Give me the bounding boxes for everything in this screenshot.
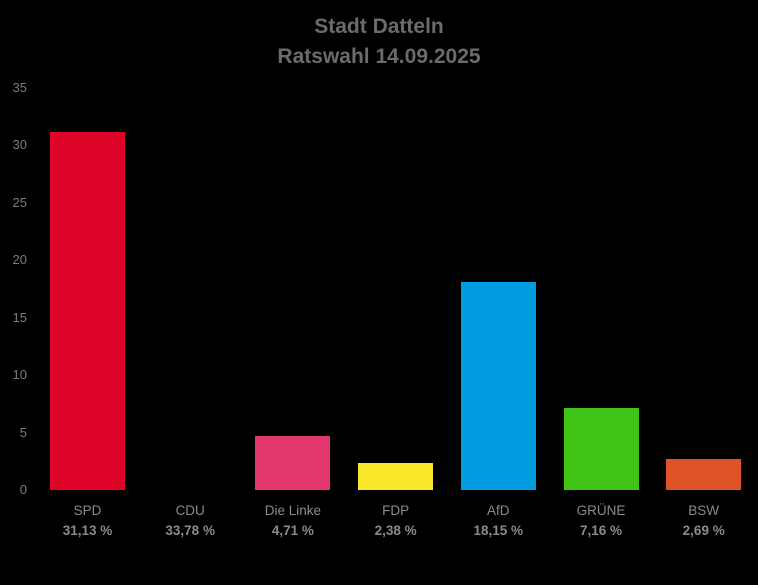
y-tick-5: 5 xyxy=(19,424,27,440)
y-tick-25: 25 xyxy=(12,194,27,210)
category-label-grüne: GRÜNE xyxy=(576,503,626,518)
y-tick-10: 10 xyxy=(12,367,27,383)
bar-afd xyxy=(460,281,536,490)
value-label-cdu: 33,78 % xyxy=(165,523,215,538)
category-label-afd: AfD xyxy=(487,503,510,518)
bar-fdp xyxy=(358,462,434,490)
value-label-grüne: 7,16 % xyxy=(579,523,623,538)
bar-grüne xyxy=(563,407,639,490)
value-label-bsw: 2,69 % xyxy=(682,523,725,538)
bar-cdu xyxy=(152,102,228,490)
category-label-cdu: CDU xyxy=(175,503,205,518)
value-label-fdp: 2,38 % xyxy=(374,523,417,538)
value-label-spd: 31,13 % xyxy=(62,523,113,538)
category-label-die-linke: Die Linke xyxy=(264,503,322,518)
category-label-bsw: BSW xyxy=(688,503,720,518)
bar-bsw xyxy=(666,459,742,490)
category-label-fdp: FDP xyxy=(382,503,410,518)
chart-title-line2: Ratswahl 14.09.2025 xyxy=(277,45,481,68)
y-tick-20: 20 xyxy=(12,252,27,268)
value-label-die-linke: 4,71 % xyxy=(271,523,314,538)
bar-die-linke xyxy=(255,435,331,490)
chart-title: Stadt Datteln Ratswahl 14.09.2025 xyxy=(0,12,758,72)
y-tick-30: 30 xyxy=(12,137,27,153)
value-label-afd: 18,15 % xyxy=(473,523,524,538)
chart-title-line1: Stadt Datteln xyxy=(314,15,444,38)
y-tick-0: 0 xyxy=(19,482,27,497)
y-tick-35: 35 xyxy=(12,80,27,95)
y-tick-15: 15 xyxy=(12,309,27,325)
bar-spd xyxy=(50,132,125,490)
category-label-spd: SPD xyxy=(73,503,102,518)
